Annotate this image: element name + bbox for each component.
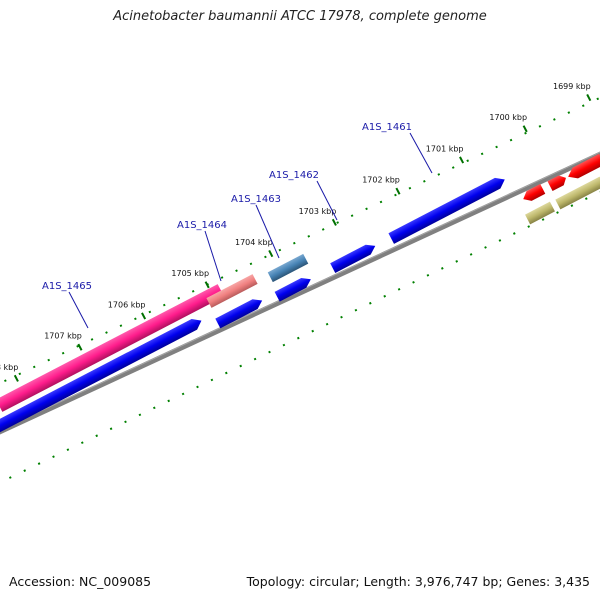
gene-leader-0	[409, 132, 433, 174]
genome-summary-text: Topology: circular; Length: 3,976,747 bp…	[246, 574, 590, 589]
gene-leader-2	[255, 204, 280, 259]
gene-a1s-1461	[388, 177, 505, 244]
tick-mark-1704	[268, 249, 274, 258]
tick-mark-1701	[459, 156, 465, 164]
tick-mark-1703	[331, 218, 337, 226]
gene-label-a1s_1461: A1S_1461	[362, 122, 412, 133]
gene-label-a1s_1465: A1S_1465	[42, 281, 92, 292]
gene-red-3	[568, 153, 600, 179]
gene-label-a1s_1463: A1S_1463	[231, 194, 281, 205]
tick-label-1702: 1702 kbp	[362, 176, 400, 185]
gene-label-a1s_1462: A1S_1462	[269, 170, 319, 181]
tick-mark-1706	[141, 312, 147, 320]
tick-label-1707: 1707 kbp	[44, 332, 82, 341]
tick-label-1706: 1706 kbp	[108, 300, 146, 309]
tick-mark-1699	[586, 93, 592, 102]
gene-khaki-2	[555, 176, 600, 210]
gene-label-a1s_1464: A1S_1464	[177, 220, 227, 231]
tick-label-1705: 1705 kbp	[171, 269, 209, 278]
gene-leader-3	[204, 230, 222, 282]
gene-lower-3	[274, 278, 311, 302]
tick-mark-1700	[522, 125, 528, 133]
map-title: Acinetobacter baumannii ATCC 17978, comp…	[113, 9, 487, 24]
accession-text: Accession: NC_009085	[9, 574, 152, 589]
tick-label-1701: 1701 kbp	[426, 144, 464, 153]
tick-mark-1702	[395, 187, 401, 195]
gene-a1s-1464	[206, 274, 258, 308]
gene-leader-1	[316, 180, 338, 221]
gene-a1s-1462	[330, 244, 376, 273]
tick-label-1708: 1708 kbp	[0, 363, 18, 372]
gene-lower-2	[215, 299, 263, 329]
tick-mark-1708	[13, 374, 19, 382]
tick-mark-1705	[204, 281, 210, 289]
tick-mark-1707	[77, 343, 83, 351]
inner-tick-ring	[0, 191, 600, 484]
tick-label-1699: 1699 kbp	[553, 82, 591, 91]
gene-leader-4	[68, 291, 89, 329]
gene-red-1	[523, 184, 546, 201]
gene-khaki-1	[525, 201, 555, 225]
tick-label-1703: 1703 kbp	[299, 207, 337, 216]
gene-a1s-1463	[267, 253, 309, 283]
outer-tick-ring	[0, 96, 600, 385]
gene-red-2	[547, 175, 566, 192]
gene-lower-1	[0, 318, 202, 437]
genome-backbone	[0, 151, 600, 435]
tick-label-1700: 1700 kbp	[489, 113, 527, 122]
tick-label-1704: 1704 kbp	[235, 238, 273, 247]
gene-a1s-1465	[0, 284, 225, 412]
